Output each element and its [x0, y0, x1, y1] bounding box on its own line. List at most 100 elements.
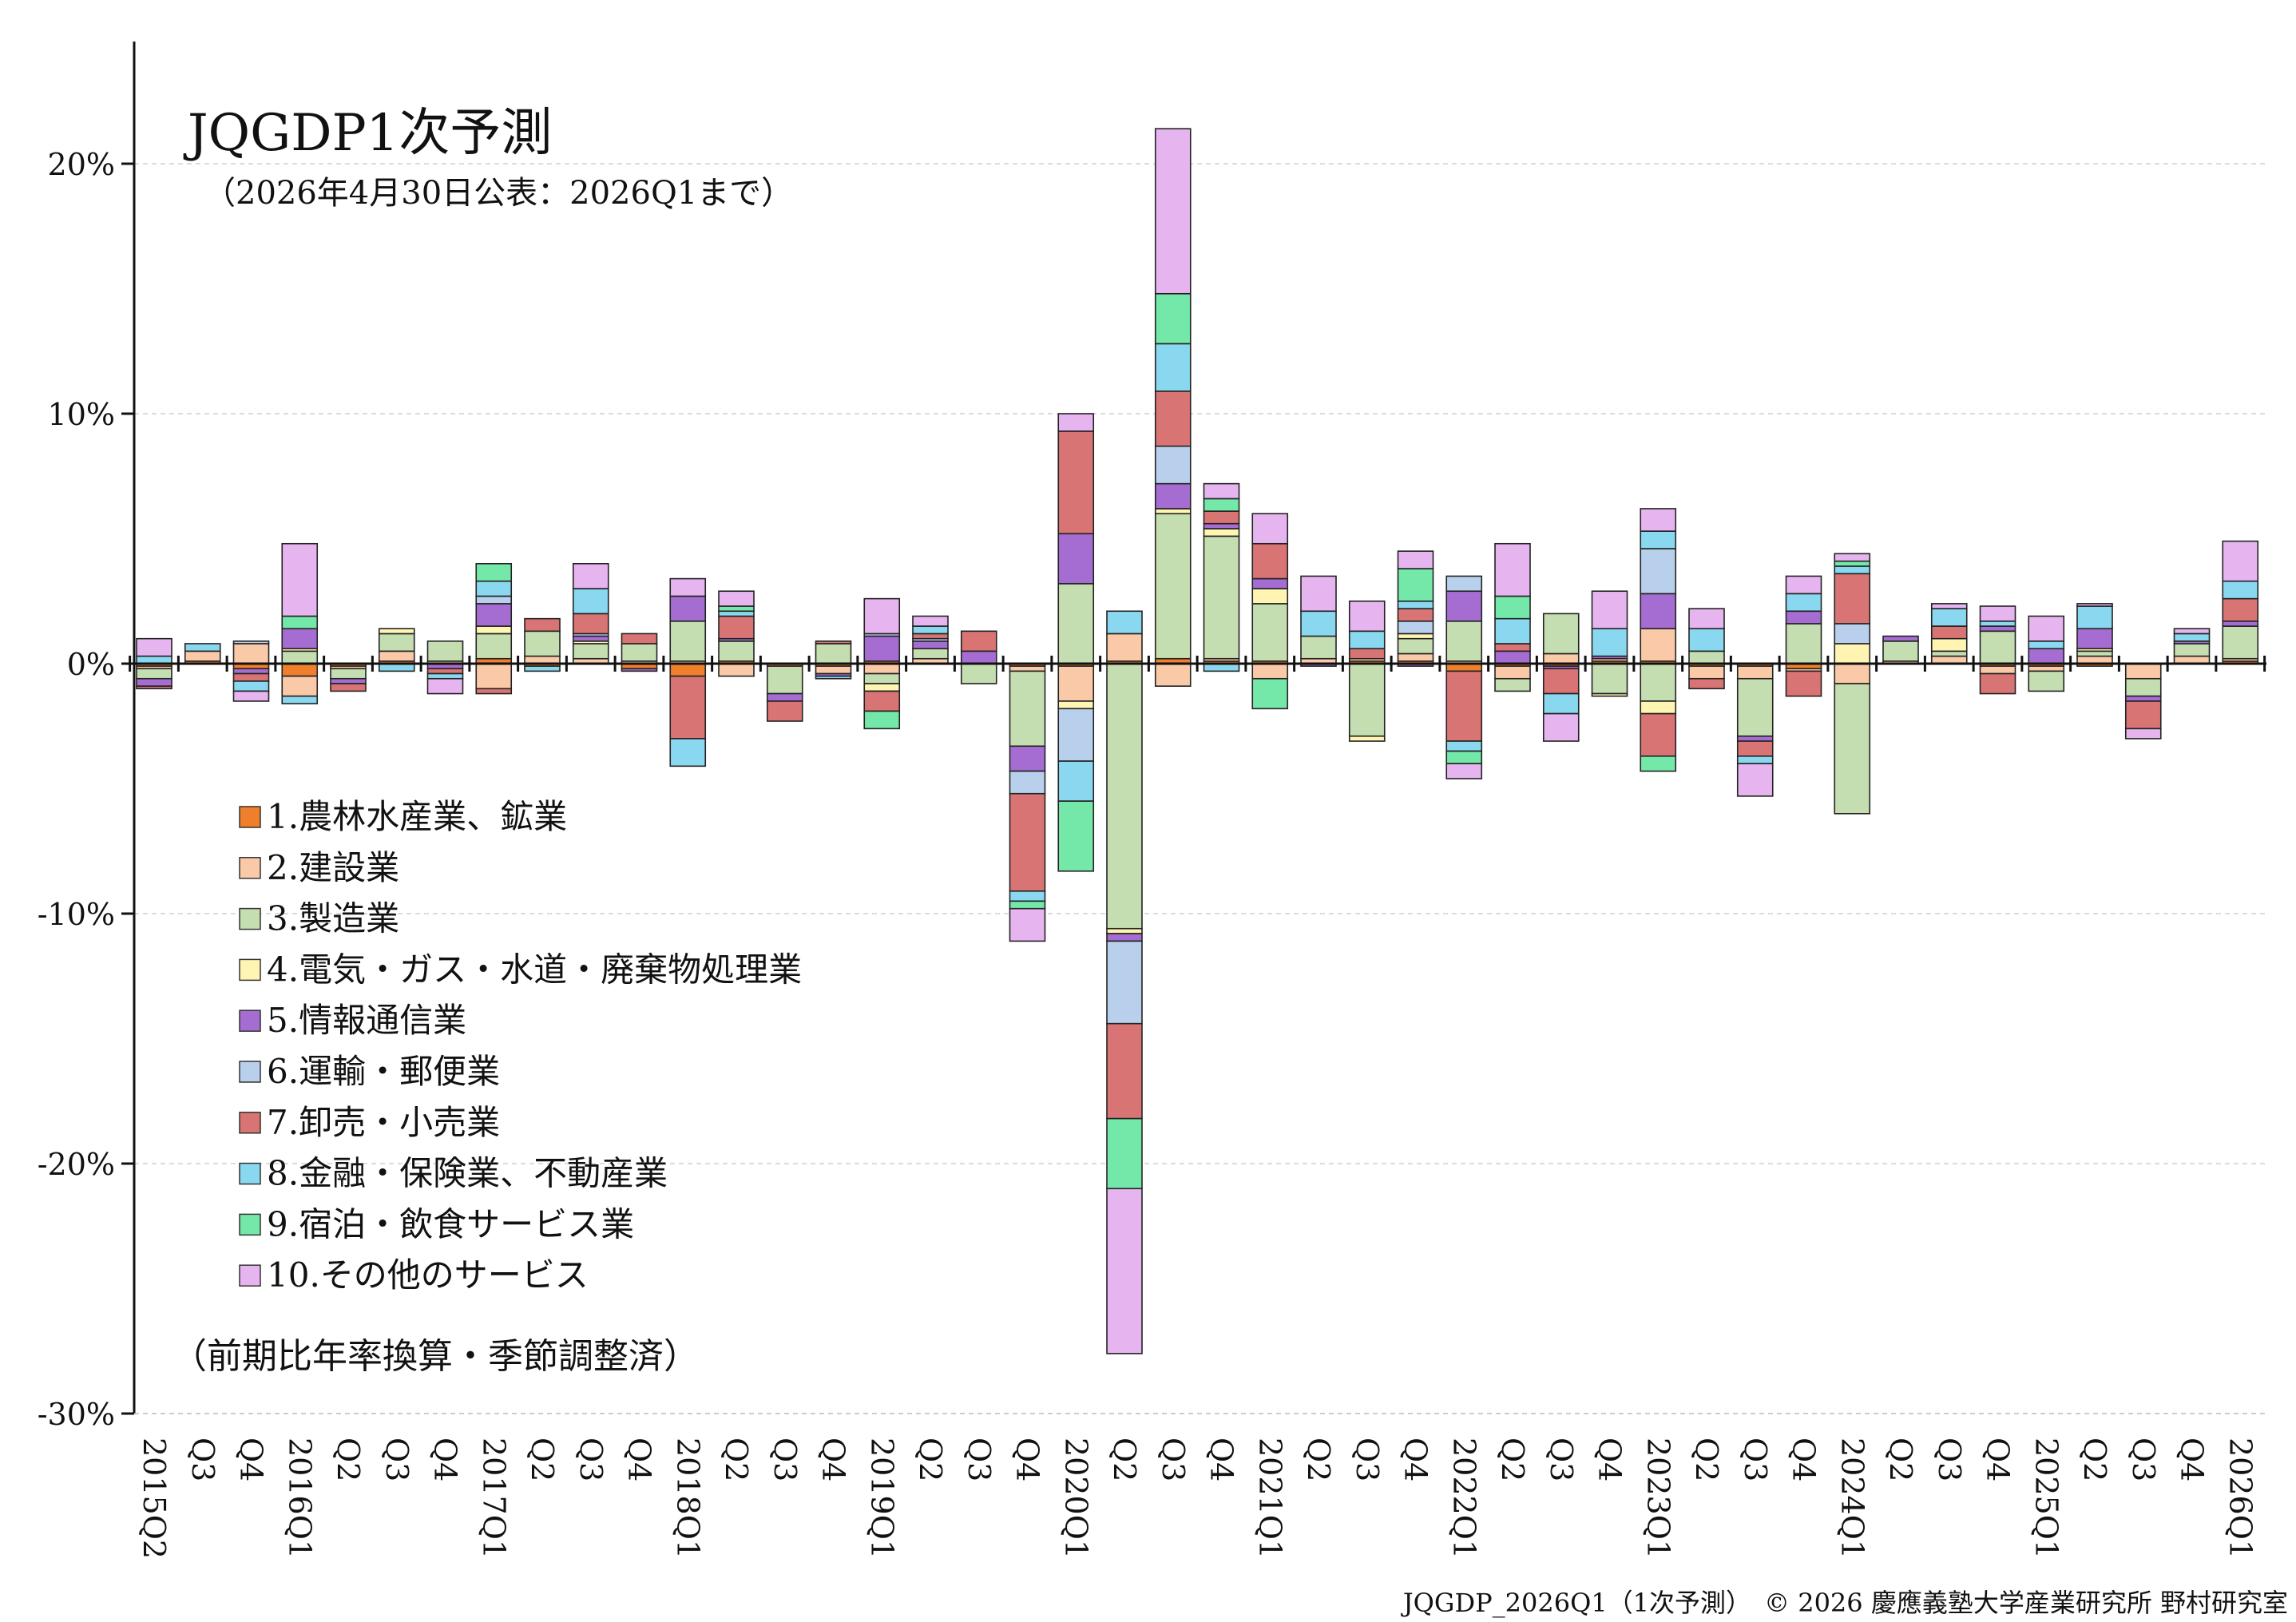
legend-label: 3.製造業: [267, 899, 399, 938]
x-tick-label: Q3: [1932, 1438, 1967, 1481]
bar-segment: [1688, 677, 1725, 690]
bar-segment: [2222, 580, 2259, 600]
bar-segment: [426, 668, 464, 675]
bar-segment: [378, 650, 415, 662]
x-tick-label: Q2: [913, 1438, 948, 1481]
bar-segment: [2076, 605, 2113, 629]
legend-label: 5.情報通信業: [267, 1001, 466, 1040]
bar-segment: [1688, 650, 1725, 664]
x-tick-label: Q3: [2126, 1438, 2161, 1481]
bar-segment: [184, 643, 221, 652]
legend-label: 8.金融・保険業、不動産業: [267, 1154, 668, 1193]
bar-segment: [1445, 670, 1483, 742]
x-tick-label: 2019Q1: [864, 1438, 899, 1559]
bar-segment: [1785, 623, 1822, 664]
bar-segment: [718, 590, 755, 607]
bar-segment: [1057, 800, 1095, 872]
bar-segment: [1979, 672, 2016, 695]
bar-segment: [1640, 663, 1677, 702]
bar-segment: [2222, 625, 2259, 660]
chart-note: （前期比年率換算・季節調整済）: [172, 1336, 699, 1377]
bar-segment: [1106, 1117, 1143, 1190]
bar-segment: [2124, 663, 2162, 680]
bar-segment: [1542, 668, 1580, 695]
bar-segment: [281, 675, 319, 697]
bar-segment: [669, 663, 707, 677]
bar-segment: [232, 672, 270, 682]
bar-segment: [232, 690, 270, 702]
bar-segment: [863, 597, 901, 635]
bar-segment: [669, 738, 707, 767]
bar-segment: [281, 542, 319, 617]
bar-segment: [1736, 665, 1774, 680]
bar-segment: [1251, 513, 1289, 545]
bar-segment: [1882, 635, 1919, 642]
bar-segment: [1057, 533, 1095, 585]
bar-segment: [1300, 575, 1337, 613]
bar-segment: [2173, 628, 2211, 635]
bar-segment: [1057, 583, 1095, 664]
bar-segment: [475, 580, 513, 597]
x-tick-label: 2023Q1: [1640, 1438, 1675, 1559]
bar-segment: [1057, 708, 1095, 762]
legend-label: 10.その他のサービス: [267, 1255, 589, 1295]
bar-segment: [1009, 745, 1046, 772]
bar-segment: [1009, 792, 1046, 892]
x-tick-label: Q3: [573, 1438, 609, 1481]
bar-segment: [1348, 600, 1386, 633]
bar-segment: [1009, 770, 1046, 795]
bar-segment: [281, 695, 319, 704]
legend-swatch: [239, 1009, 261, 1032]
bar-segment: [815, 643, 852, 664]
bar-segment: [2222, 597, 2259, 622]
bar-segment: [232, 680, 270, 692]
bar-segment: [1930, 608, 1968, 627]
bar-segment: [426, 640, 464, 662]
bar-segment: [669, 620, 707, 662]
bar-segment: [1348, 648, 1386, 660]
bar-segment: [378, 628, 415, 635]
bar-segment: [912, 633, 949, 640]
bar-segment: [1203, 498, 1240, 512]
bar-segment: [718, 610, 755, 617]
bar-segment: [863, 690, 901, 712]
bar-segment: [1542, 692, 1580, 715]
bar-segment: [1397, 633, 1434, 640]
bar-segment: [1009, 890, 1046, 902]
bar-segment: [1154, 445, 1192, 485]
legend-swatch: [239, 1213, 261, 1236]
bar-segment: [1154, 482, 1192, 510]
bar-segment: [1203, 535, 1240, 660]
bar-segment: [1251, 603, 1289, 662]
bar-segment: [2028, 648, 2065, 664]
bar-segment: [136, 685, 172, 690]
bar-segment: [1154, 513, 1192, 660]
bar-segment: [1057, 760, 1095, 802]
bar-segment: [1834, 643, 1871, 664]
x-tick-label: Q2: [719, 1438, 754, 1481]
bar-segment: [1154, 508, 1192, 515]
bar-segment: [1009, 665, 1046, 672]
bar-segment: [766, 700, 803, 722]
bar-segment: [2124, 695, 2162, 702]
bar-segment: [1251, 588, 1289, 605]
grid-layer: [134, 163, 2266, 1164]
bar-segment: [1251, 542, 1289, 580]
bar-segment: [621, 668, 658, 672]
legend-swatch: [239, 958, 261, 982]
x-tick-label: Q4: [1010, 1438, 1045, 1481]
bar-segment: [232, 640, 270, 644]
bar-segment: [1154, 663, 1192, 687]
bar-segment: [281, 615, 319, 629]
bar-segment: [572, 643, 609, 660]
x-tick-label: Q3: [1738, 1438, 1773, 1481]
legend-label: 2.建設業: [267, 848, 399, 887]
bar-segment: [1542, 613, 1580, 655]
legend-swatch: [239, 1264, 261, 1287]
bar-segment: [2173, 633, 2211, 642]
bar-segment: [912, 625, 949, 635]
bar-segment: [1445, 740, 1483, 752]
bar-segment: [475, 562, 513, 582]
bar-segment: [1203, 510, 1240, 525]
x-tick-label: Q4: [428, 1438, 463, 1481]
